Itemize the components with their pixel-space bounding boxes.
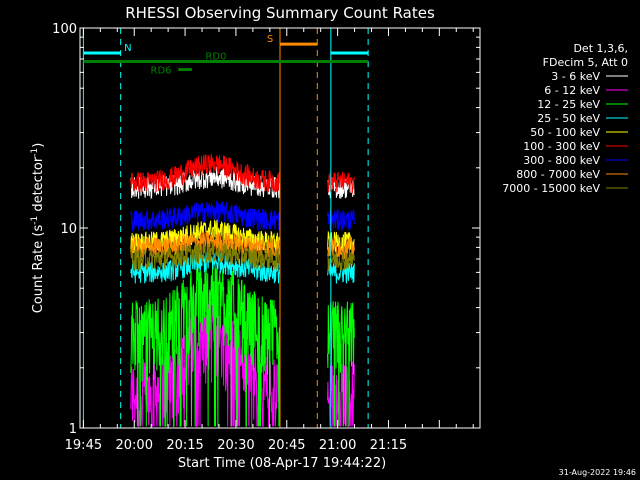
x-tick-label-4: 20:45 (268, 438, 305, 453)
x-tick-label-5: 21:00 (319, 438, 356, 453)
legend-label-3: 25 - 50 keV (537, 112, 600, 125)
x-tick-label-1: 20:00 (116, 438, 153, 453)
series-trace-7-interval-1 (327, 237, 355, 259)
legend-label-1: 6 - 12 keV (544, 84, 600, 97)
flag-label-n: N (124, 43, 131, 54)
x-tick-label-0: 19:45 (65, 438, 102, 453)
y-tick-label-0: 1 (69, 422, 77, 437)
series-trace-4-interval-0 (130, 219, 281, 254)
series-trace-8-interval-0 (130, 241, 281, 271)
y-label-sup-2: -1 (30, 148, 40, 157)
legend-label-0: 3 - 6 keV (551, 70, 600, 83)
y-label-mid: detector (31, 156, 46, 216)
y-tick-label-1: 10 (60, 222, 77, 237)
legend-header-1: Det 1,3,6, (573, 42, 628, 55)
y-label-sup-1: -1 (30, 216, 40, 225)
legend-label-7: 800 - 7000 keV (516, 168, 600, 181)
legend-label-6: 300 - 800 keV (523, 154, 600, 167)
series-trace-8-interval-1 (327, 249, 355, 272)
chart-title: RHESSI Observing Summary Count Rates (125, 4, 435, 22)
x-tick-label-6: 21:15 (370, 438, 407, 453)
axes: 1 10 100 19:45 20:00 20:15 20:30 20:45 21:00 21:1… (52, 22, 480, 453)
legend-label-5: 100 - 300 keV (523, 140, 600, 153)
x-axis-label: Start Time (08-Apr-17 19:44:22) (178, 456, 386, 471)
series-trace-5-interval-0 (130, 153, 281, 193)
plot-area: N S RD0 RD6 (82, 28, 369, 428)
series-trace-5-interval-1 (327, 171, 355, 194)
series-trace-1-interval-1 (327, 361, 355, 427)
y-axis-label: Count Rate (s-1 detector-1) (30, 143, 46, 314)
x-tick-label-3: 20:30 (217, 438, 254, 453)
x-tick-label-2: 20:15 (166, 438, 203, 453)
series-trace-2-interval-0 (130, 260, 281, 427)
series-trace-2-interval-1 (327, 301, 355, 427)
y-label-end: ) (31, 143, 46, 148)
series-trace-6-interval-0 (130, 200, 281, 233)
flag-label-rd6: RD6 (151, 66, 172, 77)
y-label-main: Count Rate (s (31, 225, 46, 314)
y-tick-label-2: 100 (52, 22, 77, 37)
footer-timestamp: 31-Aug-2022 19:46 (559, 468, 636, 477)
legend-label-4: 50 - 100 keV (530, 126, 600, 139)
legend-label-2: 12 - 25 keV (537, 98, 600, 111)
legend-header-2: FDecim 5, Att 0 (543, 56, 628, 69)
flag-label-s: S (267, 34, 273, 45)
legend-label-8: 7000 - 15000 keV (502, 182, 600, 195)
flag-label-rd0: RD0 (205, 51, 226, 62)
series-trace-6-interval-1 (327, 209, 355, 232)
series-trace-1-interval-0 (130, 300, 281, 427)
